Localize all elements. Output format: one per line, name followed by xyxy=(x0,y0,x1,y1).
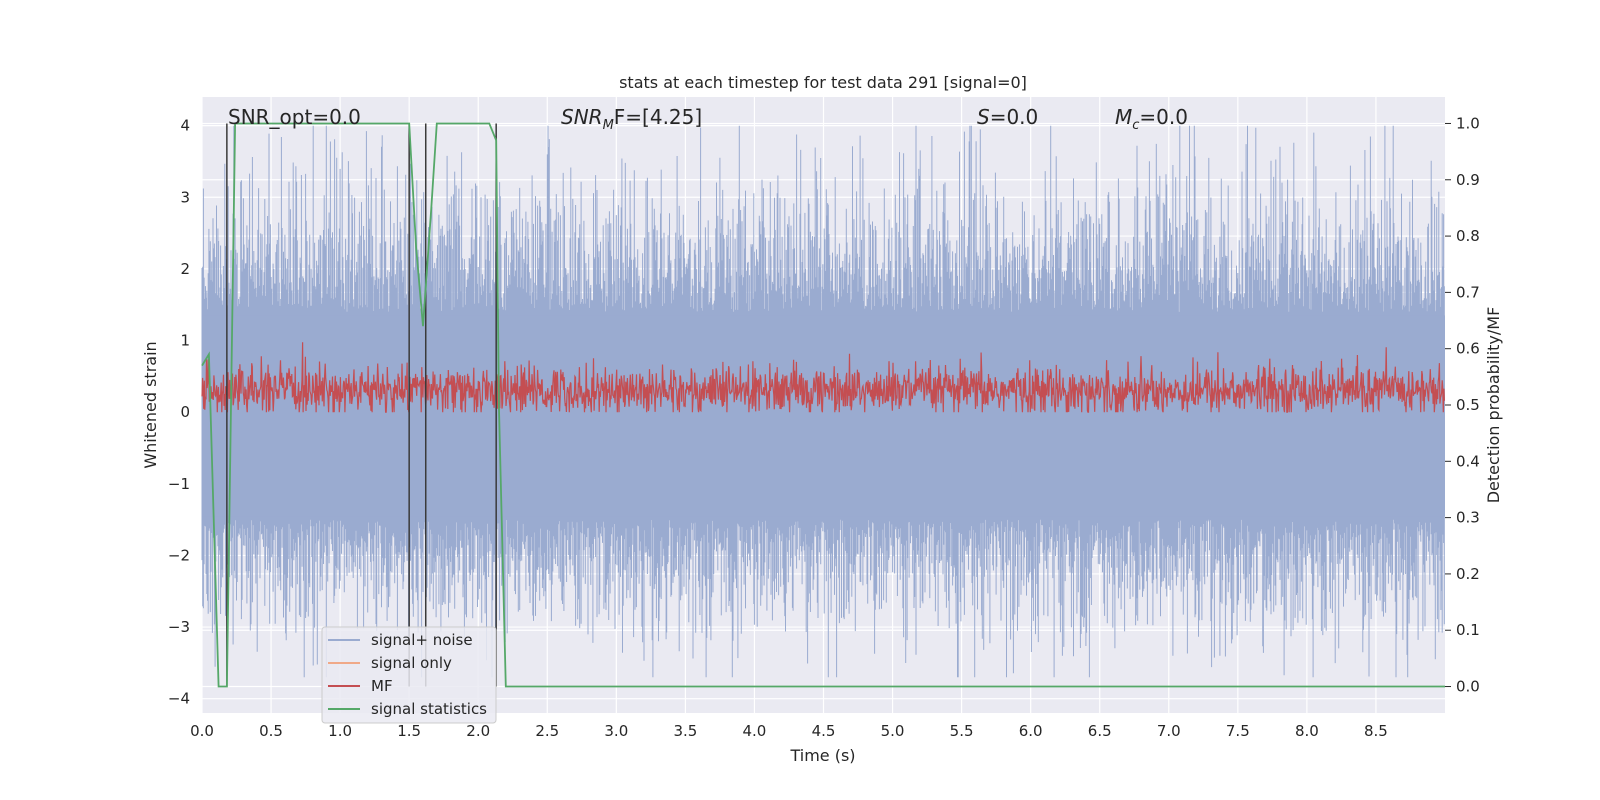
x-tick-label: 6.0 xyxy=(1019,722,1043,740)
x-tick-label: 3.0 xyxy=(604,722,628,740)
y2-tick-label: 0.3 xyxy=(1456,509,1480,527)
legend: signal+ noise signal only MF signal stat… xyxy=(321,626,497,724)
y-tick-label: 2 xyxy=(180,260,190,278)
x-tick-label: 1.5 xyxy=(397,722,421,740)
annotation-s-base: S xyxy=(977,105,990,129)
x-tick-label: 5.5 xyxy=(950,722,974,740)
legend-label-signal-statistics: signal statistics xyxy=(371,700,487,718)
x-axis-ticks: 0.0 0.5 1.0 1.5 2.0 2.5 3.0 3.5 4.0 4.5 5.0 5.5 6.0 6… xyxy=(190,722,1388,740)
x-tick-label: 0.5 xyxy=(259,722,283,740)
plot-area xyxy=(201,97,1445,713)
annotation-mc: Mc=0.0 xyxy=(1115,105,1188,133)
y-tick-label: 4 xyxy=(180,117,190,135)
x-tick-label: 1.0 xyxy=(328,722,352,740)
annotation-s-rest: =0.0 xyxy=(990,105,1039,129)
y-tick-label: −3 xyxy=(168,618,190,636)
y-axis-ticks: −4 −3 −2 −1 0 1 2 3 4 xyxy=(168,117,190,708)
y2-axis-ticks: 0.0 0.1 0.2 0.3 0.4 0.5 0.6 0.7 0.8 0.9 1.0 xyxy=(1445,114,1480,696)
x-tick-label: 2.0 xyxy=(466,722,490,740)
x-tick-label: 5.0 xyxy=(881,722,905,740)
annotation-mc-rest: =0.0 xyxy=(1139,105,1188,129)
x-tick-label: 0.0 xyxy=(190,722,214,740)
y-axis-label: Whitened strain xyxy=(141,341,160,468)
annotation-s: S=0.0 xyxy=(977,105,1038,129)
y2-tick-label: 1.0 xyxy=(1456,114,1480,132)
x-tick-label: 8.5 xyxy=(1364,722,1388,740)
y2-tick-label: 0.8 xyxy=(1456,227,1480,245)
legend-box xyxy=(321,626,497,724)
x-tick-label: 2.5 xyxy=(535,722,559,740)
y-tick-label: 0 xyxy=(180,403,190,421)
y-tick-label: −4 xyxy=(168,690,190,708)
x-tick-label: 6.5 xyxy=(1088,722,1112,740)
y2-tick-label: 0.9 xyxy=(1456,171,1480,189)
annotation-snr-mf-base: SNR xyxy=(561,105,603,129)
signal-noise-core xyxy=(202,315,1445,517)
x-tick-label: 4.0 xyxy=(743,722,767,740)
y2-tick-label: 0.2 xyxy=(1456,565,1480,583)
y2-axis-label: Detection probability/MF xyxy=(1484,307,1503,504)
x-tick-label: 7.0 xyxy=(1157,722,1181,740)
y2-tick-label: 0.6 xyxy=(1456,340,1480,358)
x-axis-label: Time (s) xyxy=(789,746,855,765)
y-tick-label: 1 xyxy=(180,332,190,350)
annotation-mc-sub: c xyxy=(1132,118,1139,133)
annotation-mc-base: M xyxy=(1115,105,1132,129)
x-tick-label: 7.5 xyxy=(1226,722,1250,740)
x-tick-label: 8.0 xyxy=(1295,722,1319,740)
x-tick-label: 4.5 xyxy=(812,722,836,740)
chart-title: stats at each timestep for test data 291… xyxy=(619,73,1027,92)
annotations: SNR_opt=0.0 SNRMF=[4.25] S=0.0 Mc=0.0 xyxy=(228,105,1188,133)
x-tick-label: 3.5 xyxy=(673,722,697,740)
annotation-snr-mf-sub: M xyxy=(603,118,614,133)
legend-label-mf: MF xyxy=(371,677,393,695)
y2-tick-label: 0.5 xyxy=(1456,396,1480,414)
annotation-snr-opt: SNR_opt=0.0 xyxy=(228,105,361,129)
y-tick-label: −2 xyxy=(168,546,190,564)
y2-tick-label: 0.7 xyxy=(1456,283,1480,301)
legend-label-signal-only: signal only xyxy=(371,654,452,672)
y-tick-label: 3 xyxy=(180,188,190,206)
annotation-snr-mf: SNRMF=[4.25] xyxy=(561,105,702,133)
legend-label-signal-noise: signal+ noise xyxy=(371,631,473,649)
series-signal-statistics xyxy=(201,122,1445,688)
y2-tick-label: 0.1 xyxy=(1456,621,1480,639)
y2-tick-label: 0.0 xyxy=(1456,678,1480,696)
y2-tick-label: 0.4 xyxy=(1456,452,1480,470)
annotation-snr-mf-rest: F=[4.25] xyxy=(614,105,702,129)
y-tick-label: −1 xyxy=(168,475,190,493)
